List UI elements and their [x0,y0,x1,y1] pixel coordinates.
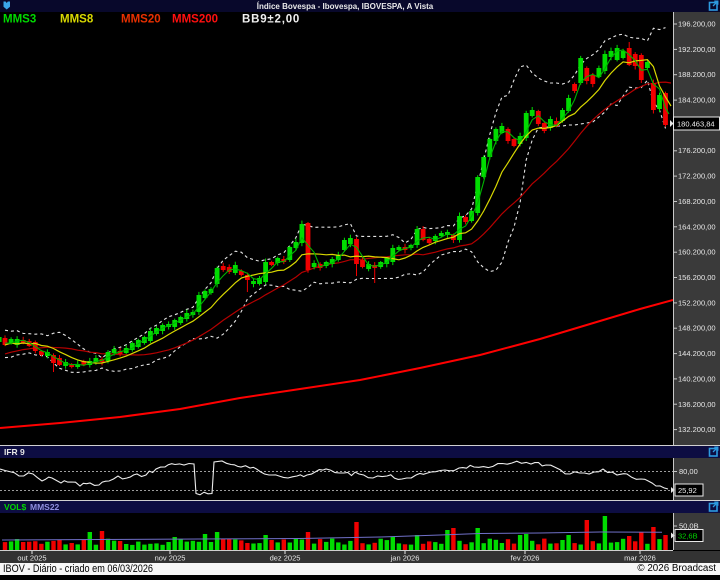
svg-text:50,0B: 50,0B [679,522,699,531]
svg-text:148.200,00: 148.200,00 [678,324,716,333]
svg-text:© 2026 Broadcast: © 2026 Broadcast [637,563,716,574]
svg-text:MMS20: MMS20 [121,14,161,26]
svg-text:mar 2026: mar 2026 [624,554,656,563]
svg-text:188.200,00: 188.200,00 [678,70,716,79]
svg-text:VOL$: VOL$ [4,502,26,512]
svg-text:144.200,00: 144.200,00 [678,349,716,358]
svg-text:184.200,00: 184.200,00 [678,96,716,105]
svg-text:164.200,00: 164.200,00 [678,222,716,231]
svg-text:fev 2026: fev 2026 [511,554,540,563]
svg-text:MMS200: MMS200 [172,14,218,26]
svg-text:152.200,00: 152.200,00 [678,298,716,307]
svg-text:MMS22: MMS22 [30,502,60,512]
svg-text:MMS8: MMS8 [60,14,94,26]
svg-text:Índice Bovespa - Ibovespa, IBO: Índice Bovespa - Ibovespa, IBOVESPA, A V… [257,2,434,11]
svg-text:180.463,84: 180.463,84 [677,120,715,129]
svg-text:132.200,00: 132.200,00 [678,425,716,434]
svg-text:196.200,00: 196.200,00 [678,20,716,29]
svg-text:dez 2025: dez 2025 [270,554,301,563]
svg-text:176.200,00: 176.200,00 [678,146,716,155]
svg-text:jan 2026: jan 2026 [390,554,420,563]
svg-text:168.200,00: 168.200,00 [678,197,716,206]
svg-text:192.200,00: 192.200,00 [678,45,716,54]
svg-text:IFR 9: IFR 9 [4,447,25,457]
svg-text:140.200,00: 140.200,00 [678,374,716,383]
svg-text:160.200,00: 160.200,00 [678,248,716,257]
svg-text:172.200,00: 172.200,00 [678,172,716,181]
svg-text:32,6B: 32,6B [678,532,698,541]
svg-text:BB9±2,00: BB9±2,00 [242,14,300,26]
svg-text:156.200,00: 156.200,00 [678,273,716,282]
svg-text:MMS3: MMS3 [3,14,36,26]
svg-text:out 2025: out 2025 [17,554,46,563]
svg-text:136.200,00: 136.200,00 [678,400,716,409]
svg-text:80,00: 80,00 [679,467,698,476]
svg-text:nov 2025: nov 2025 [155,554,186,563]
svg-text:IBOV - Diário - criado em 06/0: IBOV - Diário - criado em 06/03/2026 [3,563,153,575]
svg-text:25,92: 25,92 [678,486,697,495]
